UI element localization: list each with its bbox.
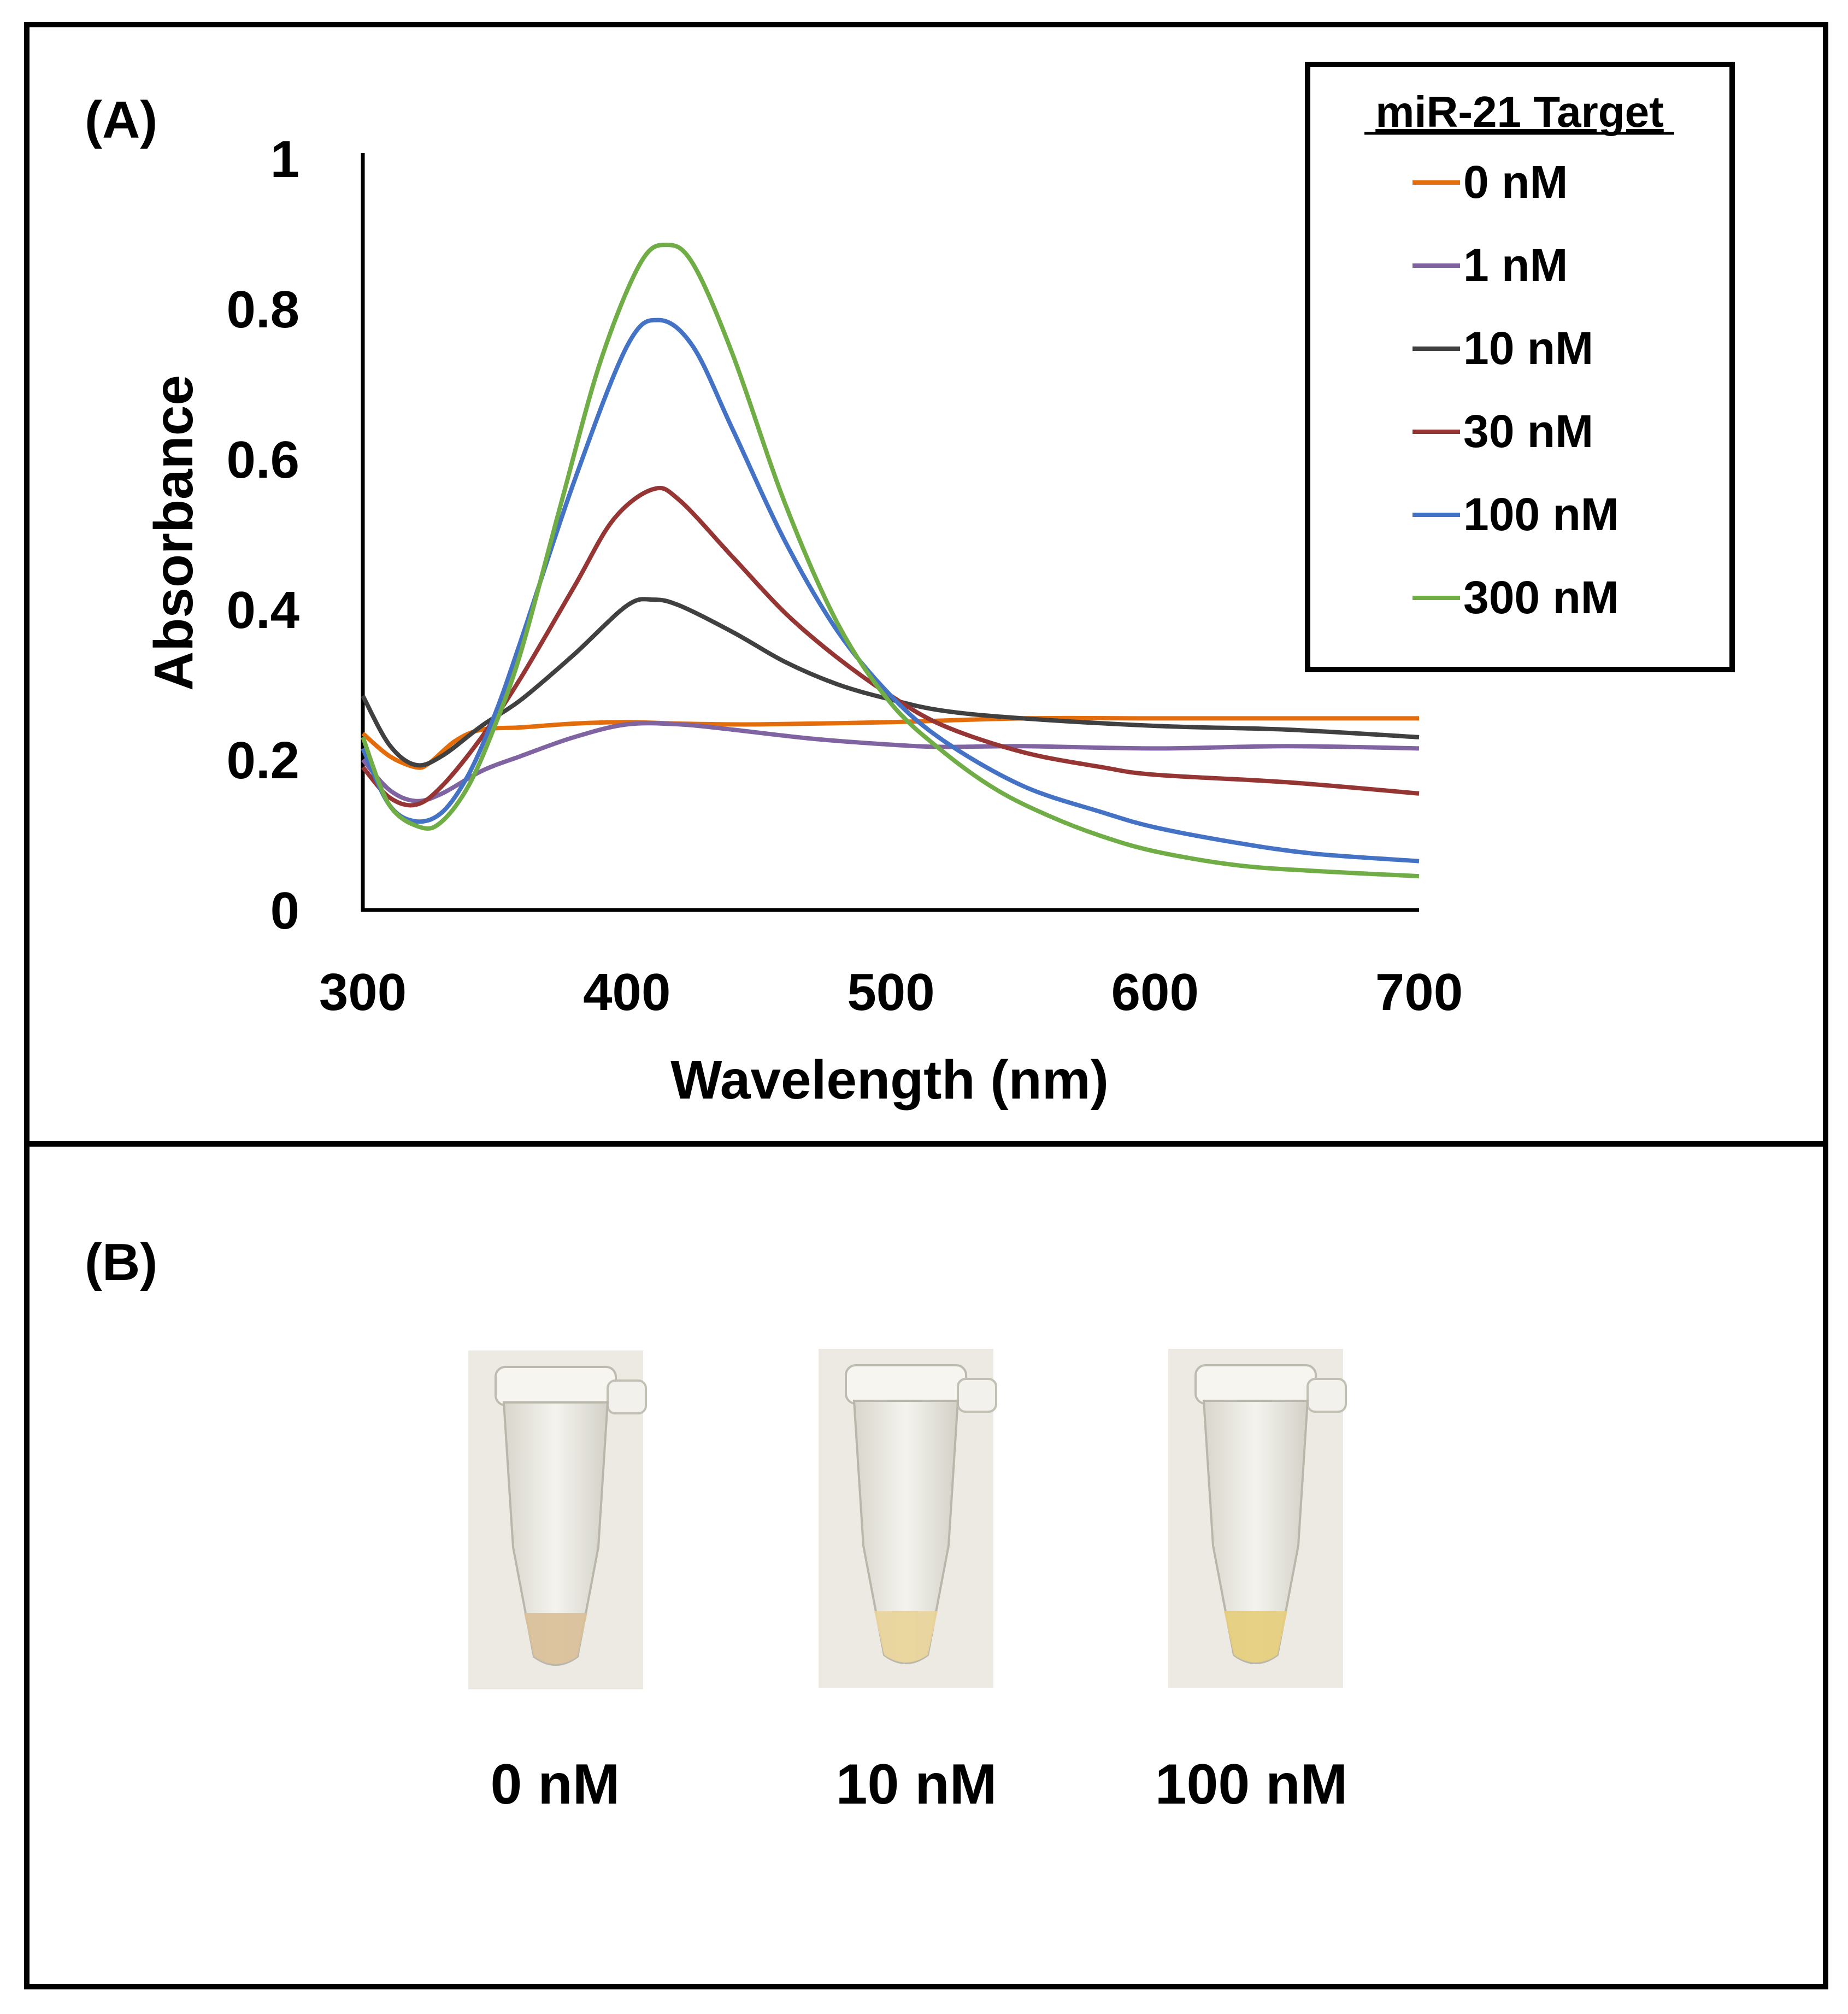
y-tick-label: 0.4: [227, 581, 299, 639]
tube-photo: [1168, 1349, 1347, 1688]
tube-photo: [468, 1351, 647, 1689]
x-tick-label: 400: [583, 963, 670, 1021]
tube-caption-100nm: 100 nM: [1155, 1753, 1348, 1816]
legend-entry-label: 100 nM: [1463, 489, 1619, 540]
panel-b-label: (B): [85, 1233, 157, 1291]
x-tick-labels: 300 400 500 600 700: [319, 963, 1463, 1021]
legend-entry-label: 300 nM: [1463, 572, 1619, 623]
panel-a-label: (A): [85, 91, 157, 149]
legend-entry-label: 0 nM: [1463, 156, 1568, 208]
y-tick-label: 1: [270, 130, 299, 189]
y-tick-labels: 0 0.2 0.4 0.6 0.8 1: [227, 130, 299, 940]
series-line-30-nm: [361, 485, 1420, 808]
series-line-300-nm: [361, 243, 1420, 879]
series-line-10-nm: [361, 597, 1420, 768]
legend: miR-21 Target 0 nM 1 nM 10 nM 30 nM 100 nM 30…: [1305, 62, 1735, 672]
series-line-100-nm: [361, 318, 1420, 864]
x-axis-label: Wavelength (nm): [670, 1049, 1109, 1111]
legend-entry-label: 10 nM: [1463, 322, 1593, 374]
y-tick-label: 0.8: [227, 280, 299, 339]
y-axis-label: Absorbance: [143, 375, 204, 691]
y-tick-label: 0.2: [227, 731, 299, 790]
legend-entry-label: 1 nM: [1463, 239, 1568, 291]
tube-photos: [468, 1349, 1347, 1689]
x-tick-label: 300: [319, 963, 407, 1021]
series-lines: [361, 243, 1420, 879]
y-tick-label: 0.6: [227, 431, 299, 489]
legend-entry-label: 30 nM: [1463, 406, 1593, 457]
x-tick-label: 600: [1111, 963, 1199, 1021]
series-line-1-nm: [361, 721, 1420, 803]
legend-title: miR-21 Target: [1375, 87, 1664, 136]
absorbance-chart: 0 0.2 0.4 0.6 0.8 1 300 400 500 600 700 Wavelengt…: [143, 130, 1463, 1111]
legend-items: 0 nM 1 nM 10 nM 30 nM 100 nM 300 nM: [1413, 156, 1619, 623]
tube-photo: [819, 1349, 997, 1688]
tube-caption-10nm: 10 nM: [835, 1753, 997, 1816]
legend-box: [1305, 62, 1735, 672]
y-tick-label: 0: [270, 882, 299, 940]
tube-caption-0nm: 0 nM: [490, 1753, 620, 1816]
figure-frame: [24, 22, 1828, 1989]
x-tick-label: 700: [1375, 963, 1463, 1021]
x-tick-label: 500: [847, 963, 934, 1021]
panel-divider: [24, 1141, 1828, 1147]
